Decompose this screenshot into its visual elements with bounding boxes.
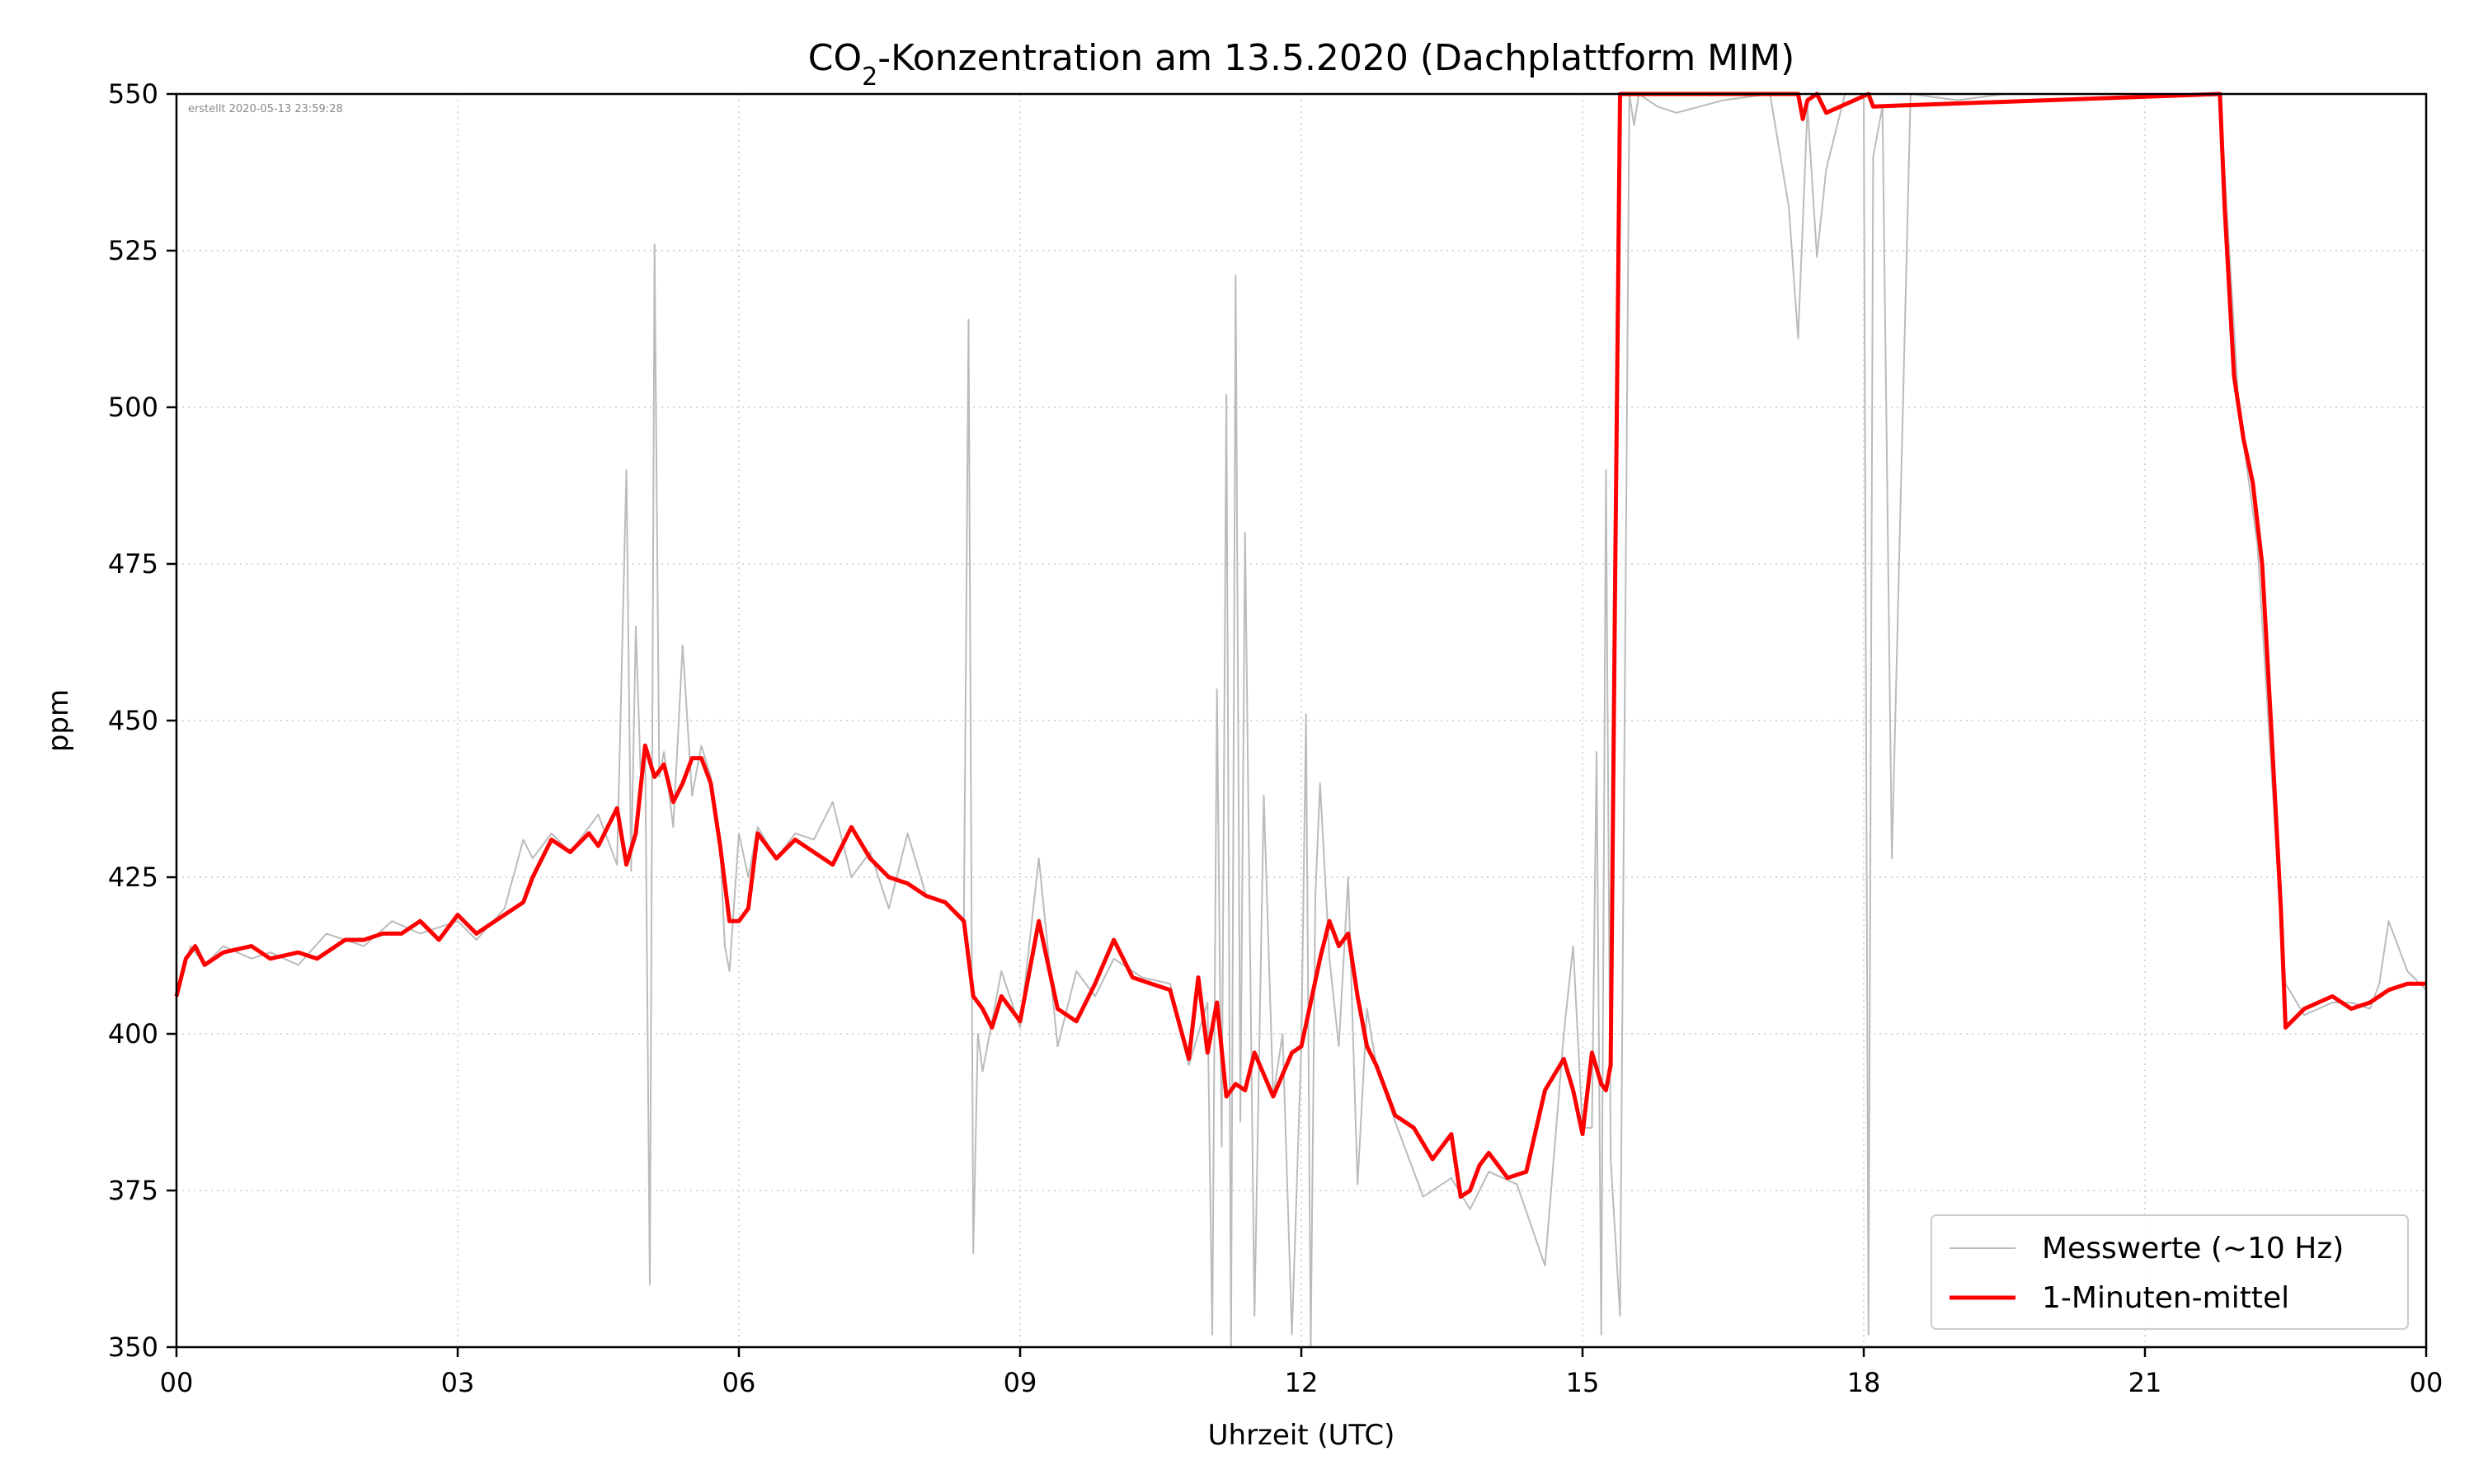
x-tick-label-6: 18 (1847, 1367, 1881, 1398)
y-tick-label-6: 500 (108, 392, 158, 423)
x-axis-title: Uhrzeit (UTC) (1208, 1419, 1395, 1452)
y-tick-label-4: 450 (108, 705, 158, 736)
x-tick-label-8: 00 (2410, 1367, 2443, 1398)
y-tick-label-5: 475 (108, 548, 158, 580)
x-tick-label-2: 06 (722, 1367, 756, 1398)
y-tick-label-3: 425 (108, 862, 158, 893)
created-timestamp: erstellt 2020-05-13 23:59:28 (188, 103, 343, 115)
chart-title-prefix: CO (808, 37, 862, 79)
y-tick-label-7: 525 (108, 235, 158, 266)
x-axis-ticks: 00 03 06 09 12 15 18 21 00 (160, 1347, 2443, 1398)
x-tick-label-7: 21 (2128, 1367, 2162, 1398)
x-tick-label-1: 03 (441, 1367, 475, 1398)
x-tick-label-3: 09 (1004, 1367, 1037, 1398)
chart-title-subscript: 2 (862, 63, 877, 92)
x-tick-label-5: 15 (1566, 1367, 1600, 1398)
chart-title: CO2-Konzentration am 13.5.2020 (Dachplat… (808, 37, 1795, 92)
legend-raw-label: Messwerte (~10 Hz) (2042, 1232, 2344, 1266)
y-axis-ticks: 350 375 400 425 450 475 500 525 550 (108, 78, 176, 1363)
y-tick-label-2: 400 (108, 1018, 158, 1050)
y-tick-label-8: 550 (108, 78, 158, 110)
legend-mean-label: 1-Minuten-mittel (2042, 1281, 2289, 1315)
x-tick-label-4: 12 (1285, 1367, 1319, 1398)
series-line-mean (174, 92, 2426, 1200)
x-tick-label-0: 00 (160, 1367, 194, 1398)
chart-title-suffix: -Konzentration am 13.5.2020 (Dachplattfo… (877, 37, 1794, 79)
y-axis-title: ppm (42, 689, 75, 752)
legend: Messwerte (~10 Hz) 1-Minuten-mittel (1931, 1214, 2409, 1330)
y-tick-label-1: 375 (108, 1175, 158, 1206)
legend-box (1931, 1214, 2409, 1330)
y-tick-label-0: 350 (108, 1331, 158, 1363)
mean-series-group (174, 92, 2426, 1200)
